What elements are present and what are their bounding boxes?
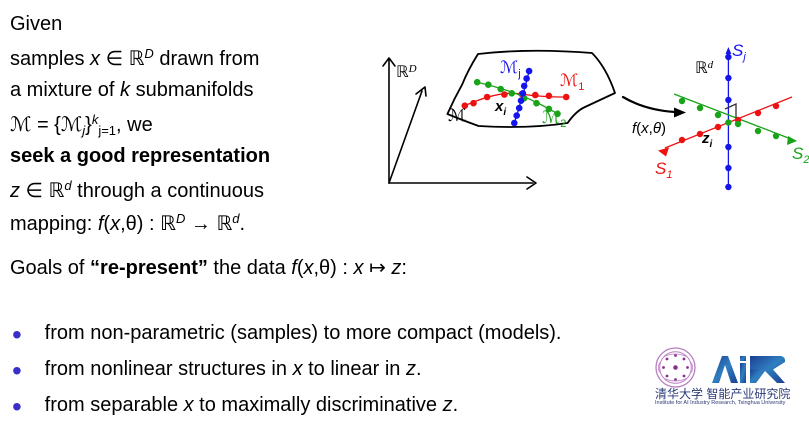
svg-text:Institute for AI Industry Rese: Institute for AI Industry Research, Tsin… — [655, 400, 786, 405]
svg-text:ℝD: ℝD — [396, 63, 417, 81]
svg-text:S2: S2 — [792, 144, 809, 166]
svg-text:Sj: Sj — [732, 41, 746, 63]
svg-text:ℳ: ℳ — [448, 106, 466, 125]
svg-text:ℝd: ℝd — [695, 59, 714, 77]
svg-text:f(x,θ): f(x,θ) — [632, 120, 666, 137]
svg-text:ℳj: ℳj — [500, 58, 521, 80]
svg-text:zi: zi — [701, 130, 713, 150]
svg-text:S1: S1 — [655, 159, 672, 181]
svg-text:清华大学 智能产业研究院: 清华大学 智能产业研究院 — [655, 386, 790, 401]
